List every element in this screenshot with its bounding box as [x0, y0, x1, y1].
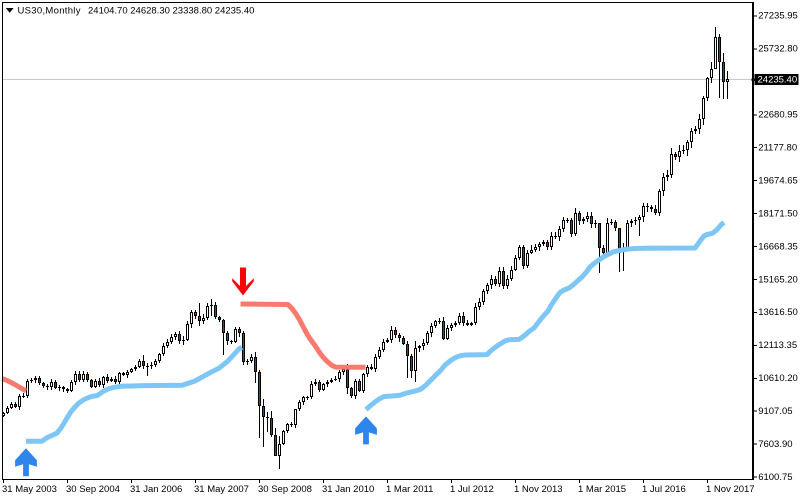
svg-text:31 May 2007: 31 May 2007 — [194, 484, 249, 495]
svg-text:12113.35: 12113.35 — [758, 340, 797, 351]
svg-text:31 Jan 2006: 31 Jan 2006 — [130, 484, 182, 495]
svg-text:6100.75: 6100.75 — [758, 472, 792, 483]
svg-text:19674.65: 19674.65 — [758, 175, 798, 186]
svg-text:1 Jul 2012: 1 Jul 2012 — [450, 484, 494, 495]
svg-text:7603.90: 7603.90 — [758, 439, 792, 450]
svg-text:1 Mar 2015: 1 Mar 2015 — [578, 484, 626, 495]
svg-text:24104.70 24628.30 23338.80 242: 24104.70 24628.30 23338.80 24235.40 — [88, 6, 254, 17]
svg-text:13616.50: 13616.50 — [758, 307, 798, 318]
svg-text:10610.20: 10610.20 — [758, 373, 798, 384]
svg-text:16668.35: 16668.35 — [758, 241, 798, 252]
svg-text:1 Nov 2017: 1 Nov 2017 — [706, 484, 755, 495]
svg-text:31 May 2003: 31 May 2003 — [2, 484, 57, 495]
svg-text:1 Nov 2013: 1 Nov 2013 — [514, 484, 563, 495]
svg-text:9107.05: 9107.05 — [758, 406, 792, 417]
svg-text:30 Sep 2004: 30 Sep 2004 — [66, 484, 120, 495]
svg-text:30 Sep 2008: 30 Sep 2008 — [258, 484, 312, 495]
svg-text:22680.95: 22680.95 — [758, 110, 798, 121]
svg-text:18171.50: 18171.50 — [758, 208, 798, 219]
svg-text:1 Mar 2011: 1 Mar 2011 — [386, 484, 433, 495]
svg-text:1 Jul 2016: 1 Jul 2016 — [642, 484, 686, 495]
svg-text:25732.80: 25732.80 — [758, 44, 798, 55]
svg-text:27235.95: 27235.95 — [758, 11, 798, 22]
svg-text:15165.20: 15165.20 — [758, 274, 798, 285]
svg-text:24235.40: 24235.40 — [758, 75, 798, 86]
svg-text:31 Jan 2010: 31 Jan 2010 — [322, 484, 374, 495]
svg-text:US30,Monthly: US30,Monthly — [18, 6, 81, 17]
svg-text:21177.80: 21177.80 — [758, 143, 797, 154]
